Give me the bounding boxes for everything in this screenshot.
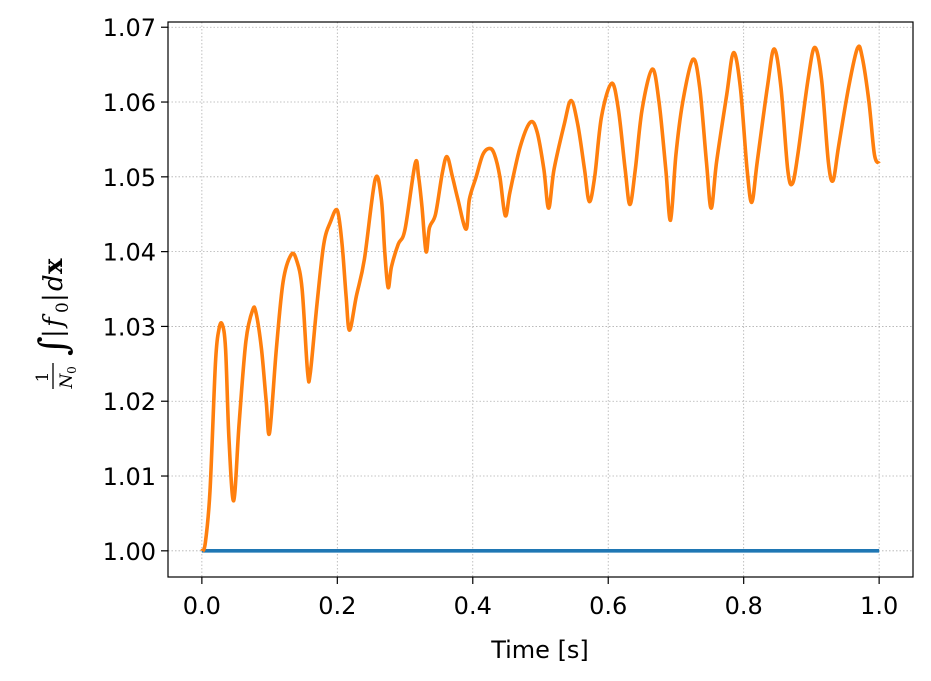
x-tick-label: 1.0 <box>860 592 898 620</box>
y-tick-label: 1.00 <box>103 538 156 566</box>
y-tick-label: 1.04 <box>103 239 156 267</box>
y-label-bar-close: | <box>39 293 69 302</box>
y-label-x: x <box>39 258 69 274</box>
y-label-bar-open: | <box>39 329 69 338</box>
y-label-fraction-denominator-sub: 0 <box>65 366 79 374</box>
x-tick-label: 0.2 <box>318 592 356 620</box>
series-layer <box>200 44 881 553</box>
y-label-integral: ∫ <box>31 336 75 356</box>
plot-frame <box>167 21 914 578</box>
y-axis-label: 1 N 0 ∫ | f 0 | d x <box>31 258 79 389</box>
y-tick-label: 1.06 <box>103 89 156 117</box>
y-tick-label: 1.07 <box>103 14 156 42</box>
y-axis: 1.00 1.01 1.02 1.03 1.04 1.05 1.06 1.07 <box>103 14 168 566</box>
y-label-fraction-numerator: 1 <box>33 372 53 383</box>
y-tick-label: 1.01 <box>103 463 156 491</box>
x-tick-label: 0.8 <box>725 592 763 620</box>
x-tick-label: 0.0 <box>183 592 221 620</box>
y-label-fraction-denominator: N <box>57 372 77 389</box>
y-label-f-sub: 0 <box>53 302 73 313</box>
x-axis: 0.0 0.2 0.4 0.6 0.8 1.0 <box>183 577 898 620</box>
series-line-2 <box>200 44 881 553</box>
y-tick-label: 1.03 <box>103 313 156 341</box>
x-tick-label: 0.4 <box>454 592 492 620</box>
x-axis-label: Time [s] <box>490 636 589 664</box>
y-tick-label: 1.02 <box>103 388 156 416</box>
y-label-f: f <box>39 313 69 329</box>
y-label-d: d <box>39 274 69 291</box>
x-tick-label: 0.6 <box>589 592 627 620</box>
y-tick-label: 1.05 <box>103 164 156 192</box>
